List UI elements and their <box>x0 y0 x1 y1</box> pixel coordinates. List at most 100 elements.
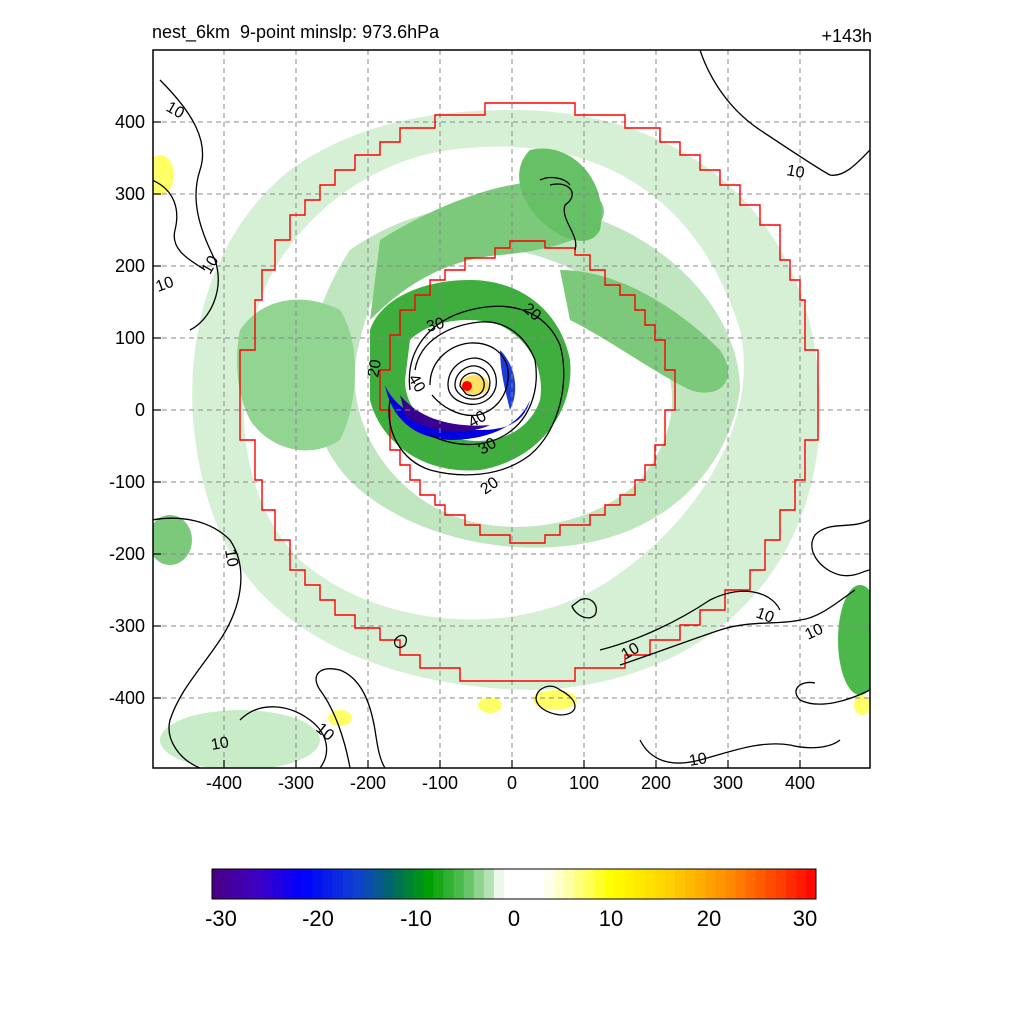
contour-label: 30 <box>425 315 447 336</box>
x-tick-label: -200 <box>350 773 386 793</box>
colorbar-cell <box>775 869 787 899</box>
y-tick-label: 100 <box>115 328 145 348</box>
colorbar-cell <box>322 869 334 899</box>
colorbar-cell <box>262 869 273 899</box>
colorbar-cell <box>342 869 354 899</box>
colorbar-cell <box>423 869 434 899</box>
colorbar-tick-label: -20 <box>302 906 334 931</box>
colorbar-cell <box>805 869 817 899</box>
colorbar-cell <box>443 869 455 899</box>
y-tick-label: -400 <box>109 688 145 708</box>
colorbar-cell <box>483 869 495 899</box>
colorbar-cell <box>403 869 414 899</box>
colorbar-cell <box>473 869 485 899</box>
colorbar-cell <box>785 869 797 899</box>
colorbar-cell <box>554 869 565 899</box>
colorbar-cell <box>363 869 374 899</box>
y-tick-label: -100 <box>109 472 145 492</box>
colorbar-cell <box>765 869 777 899</box>
contour-label: 20 <box>365 358 385 379</box>
colorbar-cell <box>514 869 525 899</box>
x-tick-label: 400 <box>785 773 815 793</box>
colorbar-cell <box>352 869 364 899</box>
colorbar-cell <box>373 869 384 899</box>
colorbar-cell <box>212 869 223 899</box>
contour-label: 10 <box>619 640 643 664</box>
x-tick-label: -300 <box>278 773 314 793</box>
colorbar-tick-label: 20 <box>697 906 721 931</box>
colorbar-cell <box>574 869 585 899</box>
colorbar-cell <box>453 869 465 899</box>
colorbar-tick-label: -30 <box>205 906 237 931</box>
colorbar-cell <box>614 869 626 899</box>
contour-label: 30 <box>476 435 500 459</box>
colorbar-cell <box>634 869 646 899</box>
x-tick-label: 100 <box>569 773 599 793</box>
x-tick-label: 300 <box>713 773 743 793</box>
colorbar-cell <box>312 869 324 899</box>
colorbar-tick-label: -10 <box>400 906 432 931</box>
contour-label: 10 <box>688 750 709 770</box>
colorbar-cell <box>675 869 686 899</box>
y-tick-label: 400 <box>115 112 145 132</box>
colorbar-cell <box>534 869 545 899</box>
plot-title: nest_6km 9-point minslp: 973.6hPa <box>152 22 440 42</box>
colorbar-cell <box>745 869 757 899</box>
colorbar-cell <box>433 869 445 899</box>
colorbar-cell <box>594 869 606 899</box>
colorbar-cell <box>795 869 807 899</box>
colorbar-cell <box>332 869 344 899</box>
y-tick-label: 0 <box>135 400 145 420</box>
colorbar-cell <box>725 869 736 899</box>
colorbar-cell <box>383 869 394 899</box>
colorbar-cell <box>463 869 475 899</box>
y-tick-label: 300 <box>115 184 145 204</box>
contour-label: 40 <box>466 408 490 432</box>
contour-label: 40 <box>405 372 429 396</box>
contour-label: 10 <box>163 99 187 123</box>
y-tick-label: -200 <box>109 544 145 564</box>
colorbar-tick-label: 30 <box>793 906 817 931</box>
contour-label: 10 <box>221 548 241 569</box>
inner-boundary <box>379 240 676 544</box>
colorbar-cell <box>544 869 555 899</box>
colorbar-cell <box>564 869 575 899</box>
colorbar-cell <box>272 869 283 899</box>
contour-label: 10 <box>785 162 806 182</box>
outer-boundary <box>239 102 819 682</box>
contour-label: 10 <box>210 734 231 754</box>
contour-label: 10 <box>154 274 177 296</box>
colorbar-cell <box>232 869 243 899</box>
colorbar-cell <box>735 869 747 899</box>
colorbar-cell <box>222 869 233 899</box>
colorbar-cell <box>493 869 505 899</box>
colorbar-cell <box>292 869 304 899</box>
colorbar <box>211 868 817 900</box>
colorbar-cell <box>252 869 263 899</box>
colorbar-cell <box>584 869 596 899</box>
colorbar-tick-label: 0 <box>508 906 520 931</box>
colorbar-cell <box>624 869 636 899</box>
colorbar-cell <box>282 869 294 899</box>
colorbar-cell <box>665 869 676 899</box>
colorbar-cell <box>705 869 716 899</box>
colorbar-cell <box>685 869 696 899</box>
forecast-hour-label: +143h <box>821 26 872 46</box>
x-tick-label: -400 <box>206 773 242 793</box>
contour-label: 10 <box>199 253 223 277</box>
colorbar-cell <box>755 869 767 899</box>
colorbar-cell <box>302 869 314 899</box>
colorbar-cell <box>644 869 656 899</box>
colorbar-cell <box>393 869 404 899</box>
contour-label: 10 <box>803 621 826 644</box>
colorbar-cell <box>503 869 515 899</box>
grid-lines <box>153 50 870 768</box>
colorbar-cell <box>413 869 424 899</box>
colorbar-cell <box>654 869 666 899</box>
x-tick-label: -100 <box>422 773 458 793</box>
contour-lines <box>153 50 870 768</box>
y-tick-label: 200 <box>115 256 145 276</box>
colorbar-cell <box>604 869 616 899</box>
colorbar-cell <box>715 869 726 899</box>
